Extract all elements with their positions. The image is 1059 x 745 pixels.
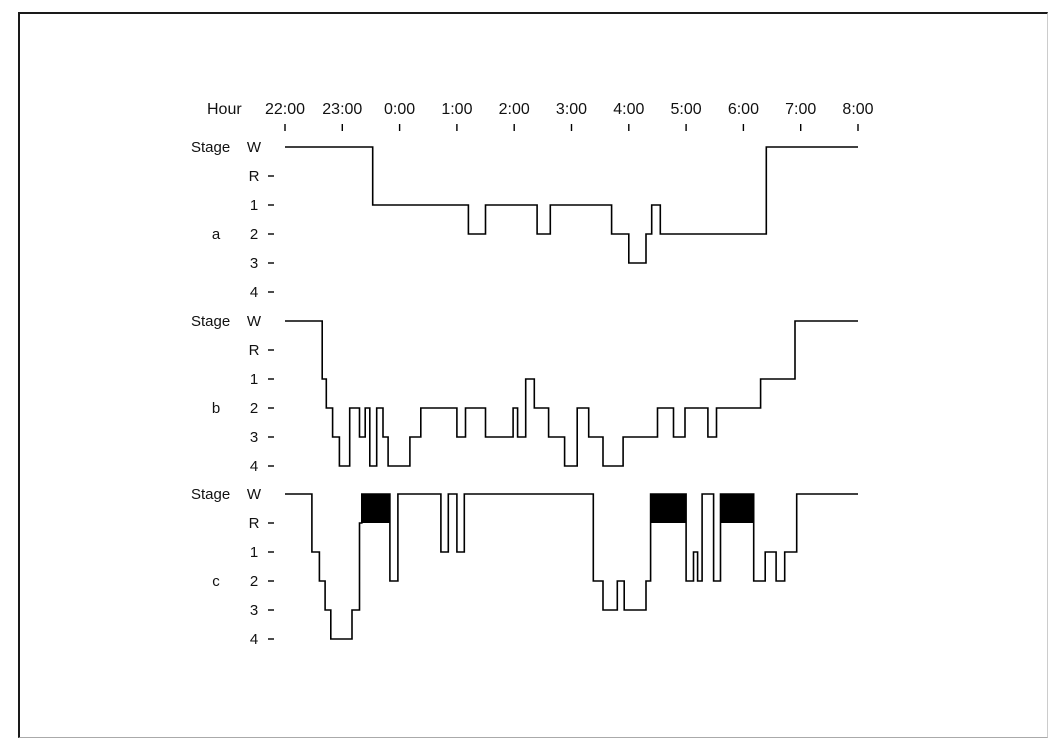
y-level-label: 4 [250, 631, 258, 648]
x-tick-label: 5:00 [671, 101, 702, 118]
y-level-label: 3 [250, 429, 258, 446]
rem-block [720, 494, 754, 523]
x-tick-label: 8:00 [842, 101, 873, 118]
y-level-label: R [249, 342, 260, 359]
x-tick-label: 23:00 [322, 101, 362, 118]
x-tick-label: 3:00 [556, 101, 587, 118]
figure-frame [18, 12, 1048, 738]
y-level-label: 3 [250, 602, 258, 619]
y-level-label: R [249, 515, 260, 532]
y-axis-label: Stage [191, 313, 230, 330]
y-level-label: 3 [250, 255, 258, 272]
y-level-label: 1 [250, 197, 258, 214]
x-tick-label: 4:00 [613, 101, 644, 118]
stage-trace-c [285, 493, 858, 640]
rem-block [650, 494, 687, 523]
rem-block [361, 494, 390, 523]
panel-label: b [212, 400, 220, 417]
x-tick-label: 0:00 [384, 101, 415, 118]
x-axis-label: Hour [207, 101, 242, 118]
y-level-label: 1 [250, 371, 258, 388]
panel-label: a [212, 226, 221, 243]
stage-trace-a [285, 146, 858, 264]
stage-trace-b [285, 320, 858, 467]
x-tick-label: 6:00 [728, 101, 759, 118]
y-level-label: W [247, 486, 262, 503]
y-level-label: 2 [250, 573, 258, 590]
panel-label: c [212, 573, 220, 590]
y-level-label: 2 [250, 226, 258, 243]
y-level-label: 2 [250, 400, 258, 417]
y-level-label: R [249, 168, 260, 185]
y-axis-label: Stage [191, 139, 230, 156]
y-level-label: 1 [250, 544, 258, 561]
y-axis-label: Stage [191, 486, 230, 503]
x-tick-label: 1:00 [441, 101, 472, 118]
x-tick-label: 22:00 [265, 101, 305, 118]
y-level-label: 4 [250, 284, 258, 301]
y-level-label: W [247, 313, 262, 330]
x-tick-label: 2:00 [499, 101, 530, 118]
y-level-label: 4 [250, 458, 258, 475]
x-tick-label: 7:00 [785, 101, 816, 118]
y-level-label: W [247, 139, 262, 156]
